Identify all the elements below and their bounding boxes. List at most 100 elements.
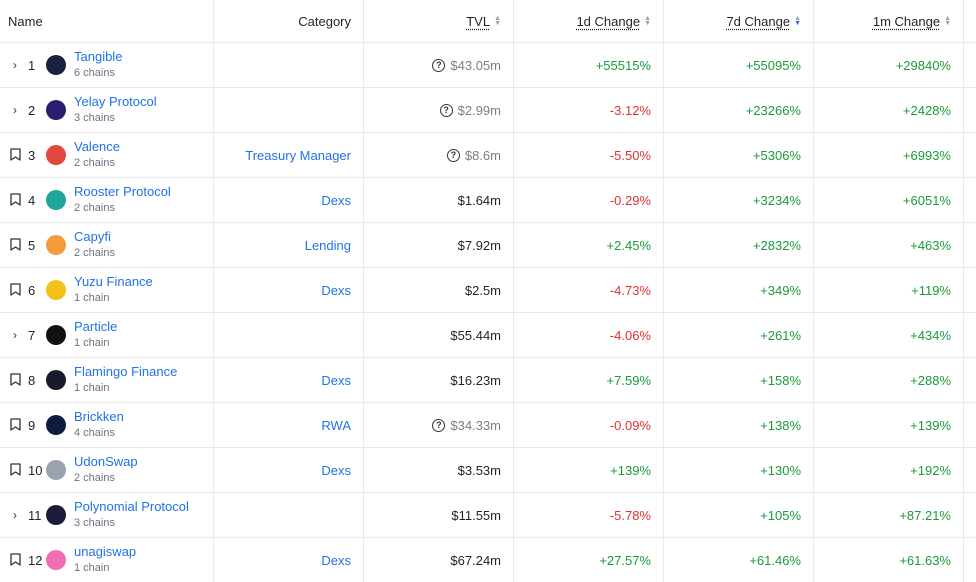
change-7d-cell: +130% [664, 448, 814, 492]
protocol-link[interactable]: unagiswap [74, 544, 137, 559]
category-link[interactable]: Dexs [321, 192, 351, 208]
rank-number: 6 [28, 282, 36, 298]
change-7d-value: +3234% [752, 192, 801, 208]
question-circle-icon[interactable]: ? [439, 103, 453, 117]
question-circle-icon[interactable]: ? [446, 148, 460, 162]
protocol-link[interactable]: Rooster Protocol [74, 184, 171, 199]
change-7d-value: +2832% [752, 237, 801, 253]
protocol-logo [46, 190, 66, 210]
table-row[interactable]: 6 Yuzu Finance 1 chain Dexs $2.5m -4.73%… [0, 268, 976, 313]
change-1d-cell: -5.78% [514, 493, 664, 537]
bookmark-icon[interactable] [8, 553, 22, 567]
sort-arrows-icon[interactable]: ▲ ▼ [644, 15, 651, 27]
change-7d-cell: +3234% [664, 178, 814, 222]
sort-arrows-icon[interactable]: ▲ ▼ [944, 15, 951, 27]
change-1d-value: +7.59% [606, 372, 651, 388]
category-link[interactable]: Dexs [321, 462, 351, 478]
header-1d-label[interactable]: 1d Change [576, 13, 641, 29]
protocol-link[interactable]: UdonSwap [74, 454, 138, 469]
category-link[interactable]: Dexs [321, 372, 351, 388]
header-tvl-label[interactable]: TVL [466, 13, 491, 29]
bookmark-icon[interactable] [8, 373, 22, 387]
protocol-logo [46, 55, 66, 75]
change-1d-value: -4.06% [609, 327, 651, 343]
protocol-name-block: UdonSwap 2 chains [74, 453, 138, 487]
table-row[interactable]: 9 Brickken 4 chains RWA ? $34.33m -0.09% … [0, 403, 976, 448]
table-row[interactable]: 12 unagiswap 1 chain Dexs $67.24m +27.57… [0, 538, 976, 582]
header-1m-label[interactable]: 1m Change [872, 13, 941, 29]
sort-arrows-icon[interactable]: ▲ ▼ [794, 15, 801, 27]
category-link[interactable]: Treasury Manager [245, 147, 351, 163]
table-row[interactable]: 8 Flamingo Finance 1 chain Dexs $16.23m … [0, 358, 976, 403]
change-7d-cell: +5306% [664, 133, 814, 177]
header-1d-change[interactable]: 1d Change ▲ ▼ [514, 0, 664, 42]
question-circle-icon[interactable]: ? [432, 58, 446, 72]
table-row[interactable]: 10 UdonSwap 2 chains Dexs $3.53m +139% +… [0, 448, 976, 493]
chevron-right-icon[interactable]: › [13, 328, 17, 342]
change-1d-value: -4.73% [609, 282, 651, 298]
protocol-link[interactable]: Brickken [74, 409, 124, 424]
protocol-link[interactable]: Yelay Protocol [74, 94, 157, 109]
change-1m-value: +61.63% [899, 552, 951, 568]
header-7d-label[interactable]: 7d Change [726, 13, 791, 29]
chevron-right-icon[interactable]: › [13, 508, 17, 522]
protocol-link[interactable]: Flamingo Finance [74, 364, 178, 379]
protocol-link[interactable]: Capyfi [74, 229, 111, 244]
category-link[interactable]: Dexs [321, 552, 351, 568]
protocol-name-block: Flamingo Finance 1 chain [74, 363, 177, 397]
header-tvl[interactable]: TVL ▲ ▼ [364, 0, 514, 42]
bookmark-icon[interactable] [8, 148, 22, 162]
protocol-logo [46, 505, 66, 525]
change-1m-cell: +6993% [814, 133, 964, 177]
change-1m-cell: +87.21% [814, 493, 964, 537]
protocol-link[interactable]: Tangible [74, 49, 123, 64]
change-7d-value: +23266% [745, 102, 801, 118]
tvl-value: ? $2.99m [439, 103, 501, 118]
protocol-name-block: Polynomial Protocol 3 chains [74, 498, 189, 532]
bookmark-icon[interactable] [8, 193, 22, 207]
protocol-link[interactable]: Yuzu Finance [74, 274, 153, 289]
name-cell: 3 Valence 2 chains [0, 133, 214, 177]
table-row[interactable]: › 1 Tangible 6 chains ? $43.05m +55515% +… [0, 43, 976, 88]
extra-cell [964, 133, 976, 177]
sort-arrows-icon[interactable]: ▲ ▼ [494, 15, 501, 27]
chevron-right-icon[interactable]: › [13, 103, 17, 117]
chain-count: 3 chains [74, 517, 115, 529]
category-cell: Dexs [214, 448, 364, 492]
name-cell: › 1 Tangible 6 chains [0, 43, 214, 87]
table-row[interactable]: 4 Rooster Protocol 2 chains Dexs $1.64m … [0, 178, 976, 223]
protocol-logo [46, 460, 66, 480]
extra-cell [964, 313, 976, 357]
category-link[interactable]: Dexs [321, 282, 351, 298]
chain-count: 2 chains [74, 157, 115, 169]
question-circle-icon[interactable]: ? [432, 418, 446, 432]
tvl-value: $2.5m [464, 282, 501, 298]
protocol-link[interactable]: Particle [74, 319, 118, 334]
bookmark-icon[interactable] [8, 463, 22, 477]
table-row[interactable]: › 11 Polynomial Protocol 3 chains $11.55… [0, 493, 976, 538]
tvl-value: $7.92m [457, 237, 501, 253]
bookmark-icon[interactable] [8, 283, 22, 297]
bookmark-icon[interactable] [8, 238, 22, 252]
change-7d-value: +261% [760, 327, 801, 343]
rank-number: 2 [28, 102, 36, 118]
chain-count: 2 chains [74, 472, 115, 484]
header-7d-change[interactable]: 7d Change ▲ ▼ [664, 0, 814, 42]
protocol-name-block: unagiswap 1 chain [74, 543, 136, 577]
table-row[interactable]: › 7 Particle 1 chain $55.44m -4.06% +261… [0, 313, 976, 358]
category-link[interactable]: Lending [304, 237, 351, 253]
chevron-right-icon[interactable]: › [13, 58, 17, 72]
name-cell: 12 unagiswap 1 chain [0, 538, 214, 582]
change-7d-cell: +158% [664, 358, 814, 402]
header-1m-change[interactable]: 1m Change ▲ ▼ [814, 0, 964, 42]
tvl-value: $3.53m [457, 462, 501, 478]
category-link[interactable]: RWA [321, 417, 351, 433]
protocol-link[interactable]: Valence [74, 139, 121, 154]
protocol-link[interactable]: Polynomial Protocol [74, 499, 189, 514]
bookmark-icon[interactable] [8, 418, 22, 432]
table-row[interactable]: › 2 Yelay Protocol 3 chains ? $2.99m -3.1… [0, 88, 976, 133]
extra-cell [964, 358, 976, 402]
table-row[interactable]: 3 Valence 2 chains Treasury Manager ? $8.… [0, 133, 976, 178]
rank-number: 9 [28, 417, 36, 433]
table-row[interactable]: 5 Capyfi 2 chains Lending $7.92m +2.45% … [0, 223, 976, 268]
